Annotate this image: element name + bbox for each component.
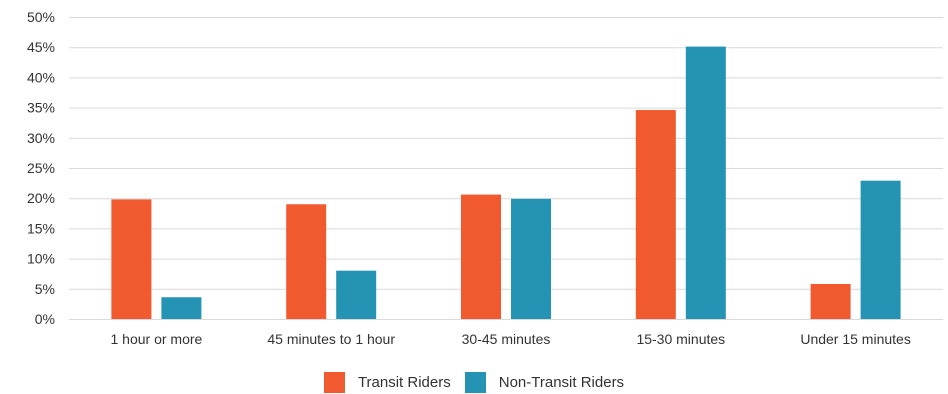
y-axis-ticks: 0% 5% 10% 15% 20% 25% 30% 35% 40% 45% 50% [27,9,55,327]
bar-non-transit-riders [860,180,901,319]
bar-chart: 0% 5% 10% 15% 20% 25% 30% 35% 40% 45% 50% 1 hour o… [27,9,943,347]
y-tick-label: 0% [35,311,55,327]
y-tick-label: 30% [27,130,55,146]
legend: Transit Riders Non-Transit Riders [0,372,948,393]
bars [111,46,901,320]
y-tick-label: 20% [27,190,55,206]
legend-item-non-transit-riders: Non-Transit Riders [464,372,625,393]
y-tick-label: 35% [27,100,55,116]
legend-swatch-non-transit-riders [464,372,486,393]
bar-non-transit-riders [336,270,377,319]
bar-transit-riders [286,204,327,319]
x-tick-label: 45 minutes to 1 hour [267,331,395,347]
bar-non-transit-riders [685,46,726,319]
bar-non-transit-riders [511,198,551,319]
bar-transit-riders [461,194,501,319]
x-tick-label: 30-45 minutes [462,331,551,347]
legend-swatch-transit-riders [323,372,345,393]
y-tick-label: 5% [35,281,55,297]
y-tick-label: 45% [27,39,55,55]
y-tick-label: 40% [27,69,55,85]
y-tick-label: 25% [27,160,55,176]
bar-transit-riders [635,110,676,320]
legend-label-non-transit-riders: Non-Transit Riders [498,374,625,391]
legend-label-transit-riders: Transit Riders [357,374,451,391]
y-tick-label: 50% [27,9,55,25]
x-tick-label: 15-30 minutes [636,331,725,347]
y-tick-label: 15% [27,220,55,236]
legend-item-transit-riders: Transit Riders [323,372,451,393]
x-tick-label: Under 15 minutes [800,331,911,347]
x-tick-label: 1 hour or more [110,331,202,347]
bar-non-transit-riders [161,297,202,319]
bar-transit-riders [810,283,851,319]
gridlines [69,17,943,320]
y-tick-label: 10% [27,251,55,267]
x-axis-ticks: 1 hour or more 45 minutes to 1 hour 30-45 … [110,331,910,347]
bar-transit-riders [111,199,152,319]
